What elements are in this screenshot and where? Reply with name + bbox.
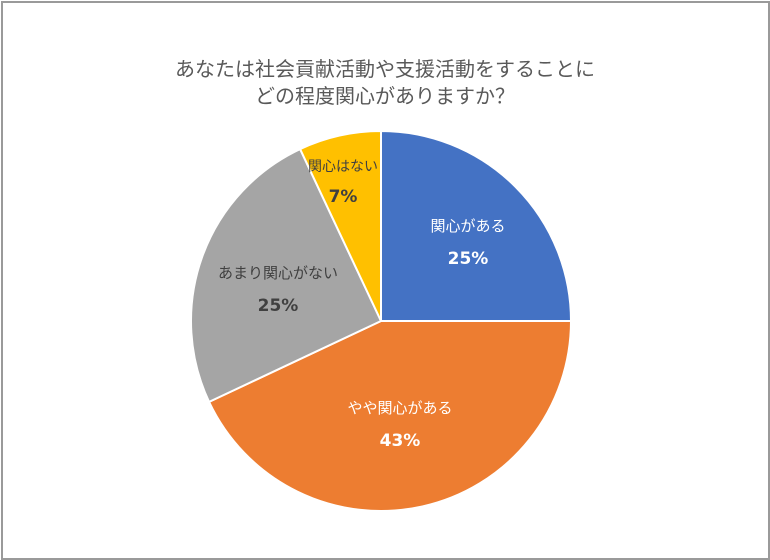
slice-label-value: 25%: [257, 296, 299, 316]
pie-slice-interested: [380, 130, 572, 322]
chart-title: あなたは社会貢献活動や支援活動をすることに どの程度関心がありますか？: [0, 56, 770, 110]
slice-label-not-very-interested: あまり関心がない 25%: [218, 263, 338, 317]
chart-title-line-2: どの程度関心がありますか？: [255, 84, 515, 108]
slice-label-somewhat-interested: やや関心がある 43%: [347, 398, 452, 452]
pie-slice-not-very-interested: [190, 148, 382, 403]
pie-slices: [190, 130, 572, 512]
slice-label-value: 25%: [447, 249, 489, 269]
slice-label-name: 関心がある: [430, 217, 506, 235]
slice-label-value: 7%: [328, 187, 358, 207]
slice-label-name: やや関心がある: [347, 399, 453, 417]
slice-label-name: 関心はない: [308, 159, 378, 175]
pie-slice-somewhat-interested: [208, 320, 572, 512]
slice-label-name: あまり関心がない: [217, 264, 339, 282]
pie-slice-not-interested: [299, 130, 382, 322]
slice-label-interested: 関心がある 25%: [430, 216, 505, 270]
chart-title-line-1: あなたは社会貢献活動や支援活動をすることに: [175, 57, 595, 81]
slice-label-not-interested: 関心はない 7%: [308, 157, 378, 208]
slice-label-value: 43%: [379, 431, 421, 451]
